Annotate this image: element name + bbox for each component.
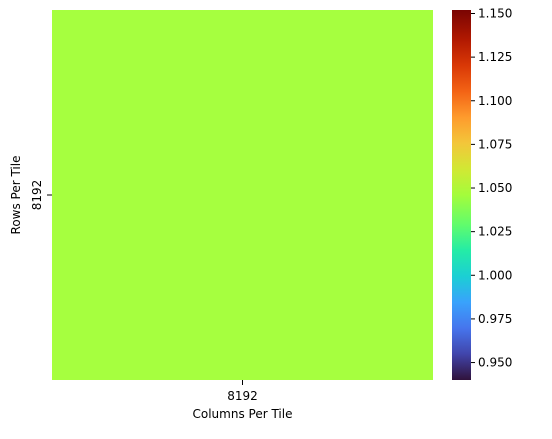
colorbar-tick-label: 1.000 (478, 268, 512, 282)
colorbar-tick-label: 1.075 (478, 137, 512, 151)
heatmap-cell (52, 10, 433, 380)
x-tick-label: 8192 (227, 389, 258, 403)
colorbar-tick-label: 1.150 (478, 6, 512, 20)
colorbar-tick-label: 1.025 (478, 225, 512, 239)
colorbar-tick-label: 0.975 (478, 312, 512, 326)
colorbar-tick-label: 0.950 (478, 356, 512, 370)
colorbar-ticks: 0.950 0.975 1.000 1.025 1.050 1.075 1.100 1.125… (471, 6, 512, 370)
colorbar (452, 10, 471, 380)
colorbar-tick-label: 1.050 (478, 181, 512, 195)
colorbar-tick-label: 1.100 (478, 94, 512, 108)
x-axis-label: Columns Per Tile (193, 407, 293, 421)
y-tick-label: 8192 (30, 180, 44, 211)
colorbar-tick-label: 1.125 (478, 50, 512, 64)
y-axis-label: Rows Per Tile (9, 156, 23, 235)
